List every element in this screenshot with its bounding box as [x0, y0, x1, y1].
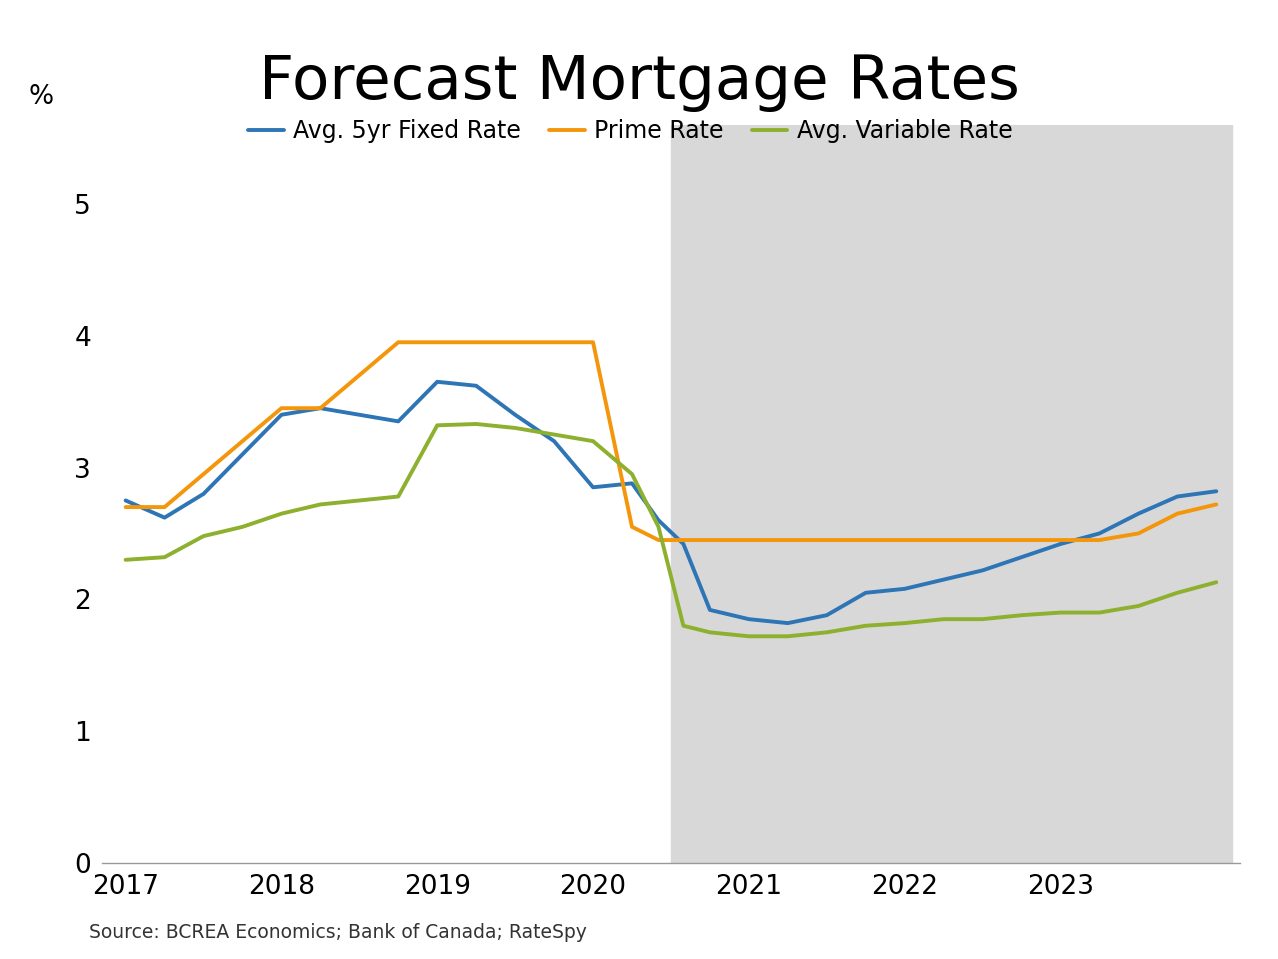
Avg. 5yr Fixed Rate [1169, 491, 1185, 503]
Prime Rate [1209, 499, 1224, 510]
Avg. Variable Rate [676, 620, 691, 631]
Avg. Variable Rate [858, 620, 873, 631]
Avg. Variable Rate [702, 626, 717, 638]
Prime Rate [819, 534, 835, 546]
Prime Rate [741, 534, 757, 546]
Text: Source: BCREA Economics; Bank of Canada; RateSpy: Source: BCREA Economics; Bank of Canada;… [89, 923, 588, 942]
Avg. 5yr Fixed Rate [819, 610, 835, 621]
Prime Rate [676, 534, 691, 546]
Avg. Variable Rate [975, 614, 990, 625]
Avg. Variable Rate [507, 422, 523, 433]
Avg. 5yr Fixed Rate [118, 495, 133, 506]
Line: Prime Rate: Prime Rate [125, 342, 1217, 540]
Avg. Variable Rate [1131, 600, 1146, 612]
Avg. Variable Rate [897, 618, 912, 629]
Text: %: % [28, 83, 54, 110]
Avg. 5yr Fixed Rate [351, 409, 367, 420]
Avg. 5yr Fixed Rate [235, 449, 250, 460]
Avg. 5yr Fixed Rate [858, 587, 873, 598]
Prime Rate [780, 534, 795, 546]
Avg. Variable Rate [1091, 607, 1107, 619]
Prime Rate [897, 534, 912, 546]
Line: Avg. 5yr Fixed Rate: Avg. 5yr Fixed Rate [125, 382, 1217, 623]
Avg. 5yr Fixed Rate [935, 573, 951, 585]
Avg. 5yr Fixed Rate [391, 415, 406, 427]
Avg. 5yr Fixed Rate [897, 583, 912, 595]
Prime Rate [469, 337, 484, 348]
Prime Rate [1169, 508, 1185, 520]
Prime Rate [1053, 534, 1068, 546]
Avg. Variable Rate [547, 429, 562, 440]
Avg. Variable Rate [741, 631, 757, 643]
Bar [671, 125, 1232, 863]
Prime Rate [196, 468, 211, 480]
Prime Rate [157, 502, 173, 513]
Avg. Variable Rate [1013, 610, 1029, 621]
Avg. Variable Rate [935, 614, 951, 625]
Avg. 5yr Fixed Rate [196, 488, 211, 500]
Avg. 5yr Fixed Rate [547, 435, 562, 447]
Avg. Variable Rate [157, 551, 173, 563]
Avg. 5yr Fixed Rate [273, 409, 289, 420]
Avg. 5yr Fixed Rate [625, 478, 640, 489]
Prime Rate [118, 502, 133, 513]
Avg. 5yr Fixed Rate [157, 512, 173, 524]
Avg. Variable Rate [351, 495, 367, 506]
Prime Rate [547, 337, 562, 348]
Avg. 5yr Fixed Rate [1053, 538, 1068, 550]
Text: Forecast Mortgage Rates: Forecast Mortgage Rates [258, 53, 1020, 112]
Prime Rate [273, 403, 289, 414]
Avg. Variable Rate [429, 420, 445, 432]
Avg. Variable Rate [1169, 587, 1185, 598]
Prime Rate [313, 403, 328, 414]
Avg. 5yr Fixed Rate [651, 514, 666, 526]
Prime Rate [1091, 534, 1107, 546]
Prime Rate [858, 534, 873, 546]
Prime Rate [235, 435, 250, 447]
Prime Rate [935, 534, 951, 546]
Avg. 5yr Fixed Rate [975, 565, 990, 576]
Prime Rate [507, 337, 523, 348]
Prime Rate [391, 337, 406, 348]
Prime Rate [429, 337, 445, 348]
Avg. Variable Rate [118, 554, 133, 566]
Avg. 5yr Fixed Rate [507, 409, 523, 420]
Avg. Variable Rate [391, 491, 406, 503]
Avg. 5yr Fixed Rate [469, 380, 484, 391]
Prime Rate [975, 534, 990, 546]
Avg. Variable Rate [585, 435, 601, 447]
Avg. Variable Rate [469, 418, 484, 430]
Avg. 5yr Fixed Rate [1209, 485, 1224, 497]
Prime Rate [651, 534, 666, 546]
Avg. Variable Rate [651, 521, 666, 532]
Avg. 5yr Fixed Rate [585, 481, 601, 493]
Avg. Variable Rate [235, 521, 250, 532]
Legend: Avg. 5yr Fixed Rate, Prime Rate, Avg. Variable Rate: Avg. 5yr Fixed Rate, Prime Rate, Avg. Va… [239, 110, 1022, 152]
Avg. 5yr Fixed Rate [313, 403, 328, 414]
Prime Rate [585, 337, 601, 348]
Avg. 5yr Fixed Rate [676, 538, 691, 550]
Avg. Variable Rate [625, 468, 640, 480]
Avg. Variable Rate [1053, 607, 1068, 619]
Avg. 5yr Fixed Rate [1013, 551, 1029, 563]
Avg. 5yr Fixed Rate [429, 376, 445, 387]
Avg. 5yr Fixed Rate [741, 614, 757, 625]
Avg. Variable Rate [1209, 576, 1224, 588]
Prime Rate [1013, 534, 1029, 546]
Avg. 5yr Fixed Rate [1091, 527, 1107, 539]
Avg. 5yr Fixed Rate [780, 618, 795, 629]
Prime Rate [625, 521, 640, 532]
Avg. Variable Rate [780, 631, 795, 643]
Avg. Variable Rate [273, 508, 289, 520]
Avg. Variable Rate [313, 499, 328, 510]
Avg. 5yr Fixed Rate [702, 604, 717, 616]
Avg. Variable Rate [819, 626, 835, 638]
Prime Rate [1131, 527, 1146, 539]
Prime Rate [351, 369, 367, 381]
Line: Avg. Variable Rate: Avg. Variable Rate [125, 424, 1217, 637]
Avg. 5yr Fixed Rate [1131, 508, 1146, 520]
Avg. Variable Rate [196, 530, 211, 542]
